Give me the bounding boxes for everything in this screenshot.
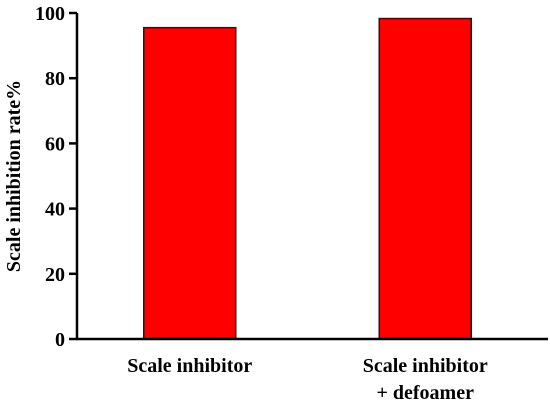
bars-group bbox=[143, 17, 472, 340]
x-category-label-0-line-0: Scale inhibitor bbox=[127, 355, 252, 377]
y-axis-title: Scale inhibition rate% bbox=[3, 80, 25, 272]
x-labels-group: Scale inhibitor Scale inhibitor + defoamer bbox=[127, 355, 488, 404]
x-category-label-1-line-1: + defoamer bbox=[377, 382, 475, 404]
bar-0 bbox=[143, 26, 237, 340]
y-tick-label-4: 80 bbox=[45, 68, 65, 90]
y-tick-label-0: 0 bbox=[55, 329, 65, 351]
axes-group bbox=[75, 13, 548, 341]
y-ticks-group: 0 20 40 60 80 100 bbox=[35, 3, 77, 351]
y-tick-label-5: 100 bbox=[35, 3, 65, 25]
y-tick-label-3: 60 bbox=[45, 133, 65, 155]
y-tick-label-2: 40 bbox=[45, 199, 65, 221]
x-category-label-0: Scale inhibitor bbox=[127, 355, 252, 377]
x-category-label-1: Scale inhibitor + defoamer bbox=[363, 355, 488, 404]
bar-1 bbox=[378, 17, 472, 340]
y-tick-label-1: 20 bbox=[45, 264, 65, 286]
x-category-label-1-line-0: Scale inhibitor bbox=[363, 355, 488, 377]
